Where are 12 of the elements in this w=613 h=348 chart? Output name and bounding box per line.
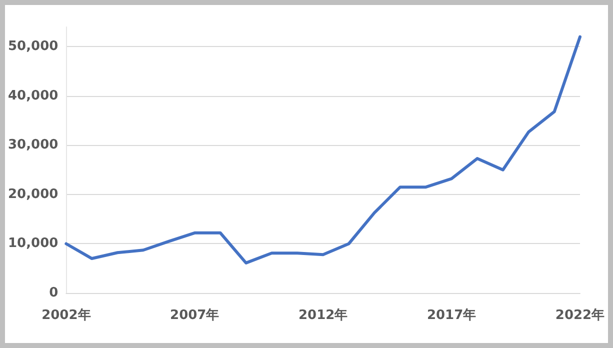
y-tick-label: 0: [49, 286, 58, 300]
y-tick-label: 30,000: [8, 138, 58, 153]
x-tick-label: 2017年: [426, 308, 476, 323]
x-tick-label: 2007年: [170, 308, 220, 323]
y-tick-label: 50,000: [8, 39, 58, 54]
y-tick-label: 10,000: [8, 236, 58, 252]
line-series: [64, 35, 582, 264]
x-tick-label: 2002年: [42, 308, 91, 323]
x-tick-label: 2022年: [555, 308, 605, 323]
x-tick-label: 2012年: [298, 308, 348, 323]
y-tick-label: 20,000: [8, 186, 58, 202]
y-tick-label: 40,000: [8, 88, 58, 104]
